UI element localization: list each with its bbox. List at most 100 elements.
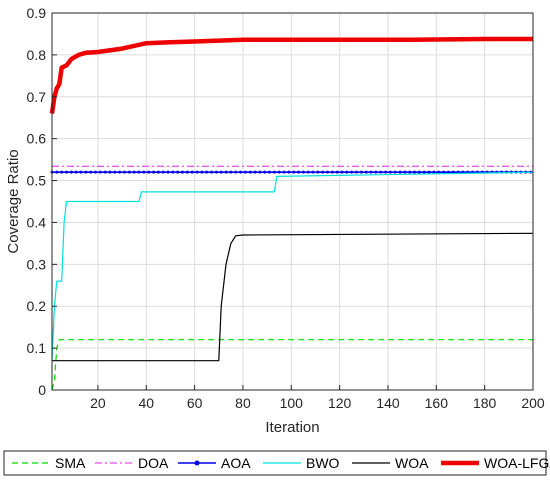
y-axis-label: Coverage Ratio [5, 149, 22, 253]
series-aoa-marker [417, 170, 421, 174]
legend-label-sma: SMA [55, 455, 86, 471]
y-tick-label: 0.4 [27, 214, 47, 230]
series-aoa-marker [326, 170, 330, 174]
series-aoa-marker [142, 170, 146, 174]
y-tick-label: 0 [38, 382, 46, 398]
series-aoa-marker [306, 170, 310, 174]
x-tick-label: 100 [280, 395, 304, 411]
series-aoa-marker [258, 170, 262, 174]
series-aoa-marker [340, 170, 344, 174]
series-aoa-marker [84, 170, 88, 174]
y-tick-label: 0.1 [27, 340, 47, 356]
series-aoa-marker [297, 170, 301, 174]
series-aoa-marker [345, 170, 349, 174]
x-tick-label: 60 [187, 395, 203, 411]
x-axis-label: Iteration [265, 419, 319, 436]
legend-marker-aoa [194, 460, 200, 466]
series-woa-line [52, 232, 534, 362]
series-aoa-marker [224, 170, 228, 174]
series-aoa-marker [437, 170, 441, 174]
series-aoa-marker [74, 170, 78, 174]
series-aoa-marker [195, 170, 199, 174]
series-aoa-marker [118, 170, 122, 174]
series-woa-lfga-line [49, 36, 533, 114]
series-aoa-marker [301, 170, 305, 174]
series-aoa-marker [393, 170, 397, 174]
series-aoa-marker [243, 170, 247, 174]
series-aoa-marker [292, 170, 296, 174]
series-aoa-marker [113, 170, 117, 174]
series-aoa-marker [379, 170, 383, 174]
series-aoa-marker [287, 170, 291, 174]
series-aoa-marker [147, 170, 151, 174]
series-aoa-marker [403, 170, 407, 174]
series-aoa-marker [60, 170, 64, 174]
y-tick-label: 0.3 [27, 256, 47, 272]
y-tick-label: 0.6 [27, 131, 47, 147]
series-aoa-marker [219, 170, 223, 174]
series-aoa-marker [171, 170, 175, 174]
series-aoa-marker [355, 170, 359, 174]
series-aoa-marker [239, 170, 243, 174]
series-aoa-marker [176, 170, 180, 174]
series-aoa-marker [316, 170, 320, 174]
series-aoa-marker [350, 170, 354, 174]
series-aoa-marker [263, 170, 267, 174]
series-aoa-marker [432, 170, 436, 174]
series-aoa-marker [161, 170, 165, 174]
series-aoa-marker [422, 170, 426, 174]
series-aoa-marker [364, 170, 368, 174]
series-aoa-marker [374, 170, 378, 174]
series-aoa-marker [185, 170, 189, 174]
legend-label-aoa: AOA [221, 455, 251, 471]
x-tick-label: 120 [328, 395, 352, 411]
series-aoa-marker [123, 170, 127, 174]
series-aoa-marker [108, 170, 112, 174]
series-aoa-marker [359, 170, 363, 174]
legend-label-woa-lfga: WOA-LFGA [484, 455, 550, 471]
x-tick-label: 80 [235, 395, 251, 411]
legend-label-doa: DOA [138, 455, 169, 471]
y-tick-label: 0.2 [27, 298, 47, 314]
series-aoa-marker [282, 170, 286, 174]
axis-ticks: 20 40 60 80 100 120 140 160 180 200 0 0.1 0.2 0.3 0.4 0… [27, 5, 545, 411]
series-aoa-marker [156, 170, 160, 174]
legend-label-bwo: BWO [306, 455, 340, 471]
series-aoa-marker [205, 170, 209, 174]
x-tick-label: 200 [521, 395, 545, 411]
series-aoa-marker [330, 170, 334, 174]
y-tick-label: 0.9 [27, 5, 47, 21]
series-aoa-marker [369, 170, 373, 174]
series-aoa-marker [398, 170, 402, 174]
series-bwo-line [51, 171, 534, 361]
series-aoa-marker [229, 170, 233, 174]
series-aoa-marker [388, 170, 392, 174]
series-aoa-marker [98, 170, 102, 174]
series-aoa-marker [253, 170, 257, 174]
x-tick-label: 20 [90, 395, 106, 411]
x-tick-label: 180 [473, 395, 497, 411]
series-aoa-marker [413, 170, 417, 174]
series-aoa-marker [89, 170, 93, 174]
series-aoa-marker [69, 170, 73, 174]
series-aoa-marker [127, 170, 131, 174]
series-aoa-marker [200, 170, 204, 174]
plot-area-frame [51, 12, 534, 391]
series-aoa-marker [268, 170, 272, 174]
series-aoa-marker [214, 170, 218, 174]
series-aoa-marker [94, 170, 98, 174]
x-tick-label: 40 [138, 395, 154, 411]
series-aoa-marker [335, 170, 339, 174]
series-aoa-marker [427, 170, 431, 174]
series-aoa-marker [446, 170, 450, 174]
series-aoa-marker [210, 170, 214, 174]
series-aoa-marker [234, 170, 238, 174]
x-tick-label: 160 [425, 395, 449, 411]
series-aoa-marker [311, 170, 315, 174]
series-aoa-marker [137, 170, 141, 174]
x-tick-label: 140 [376, 395, 400, 411]
legend: SMA DOA AOA BWO WOA WOA-LFGA [3, 450, 550, 476]
series-aoa-marker [152, 170, 156, 174]
